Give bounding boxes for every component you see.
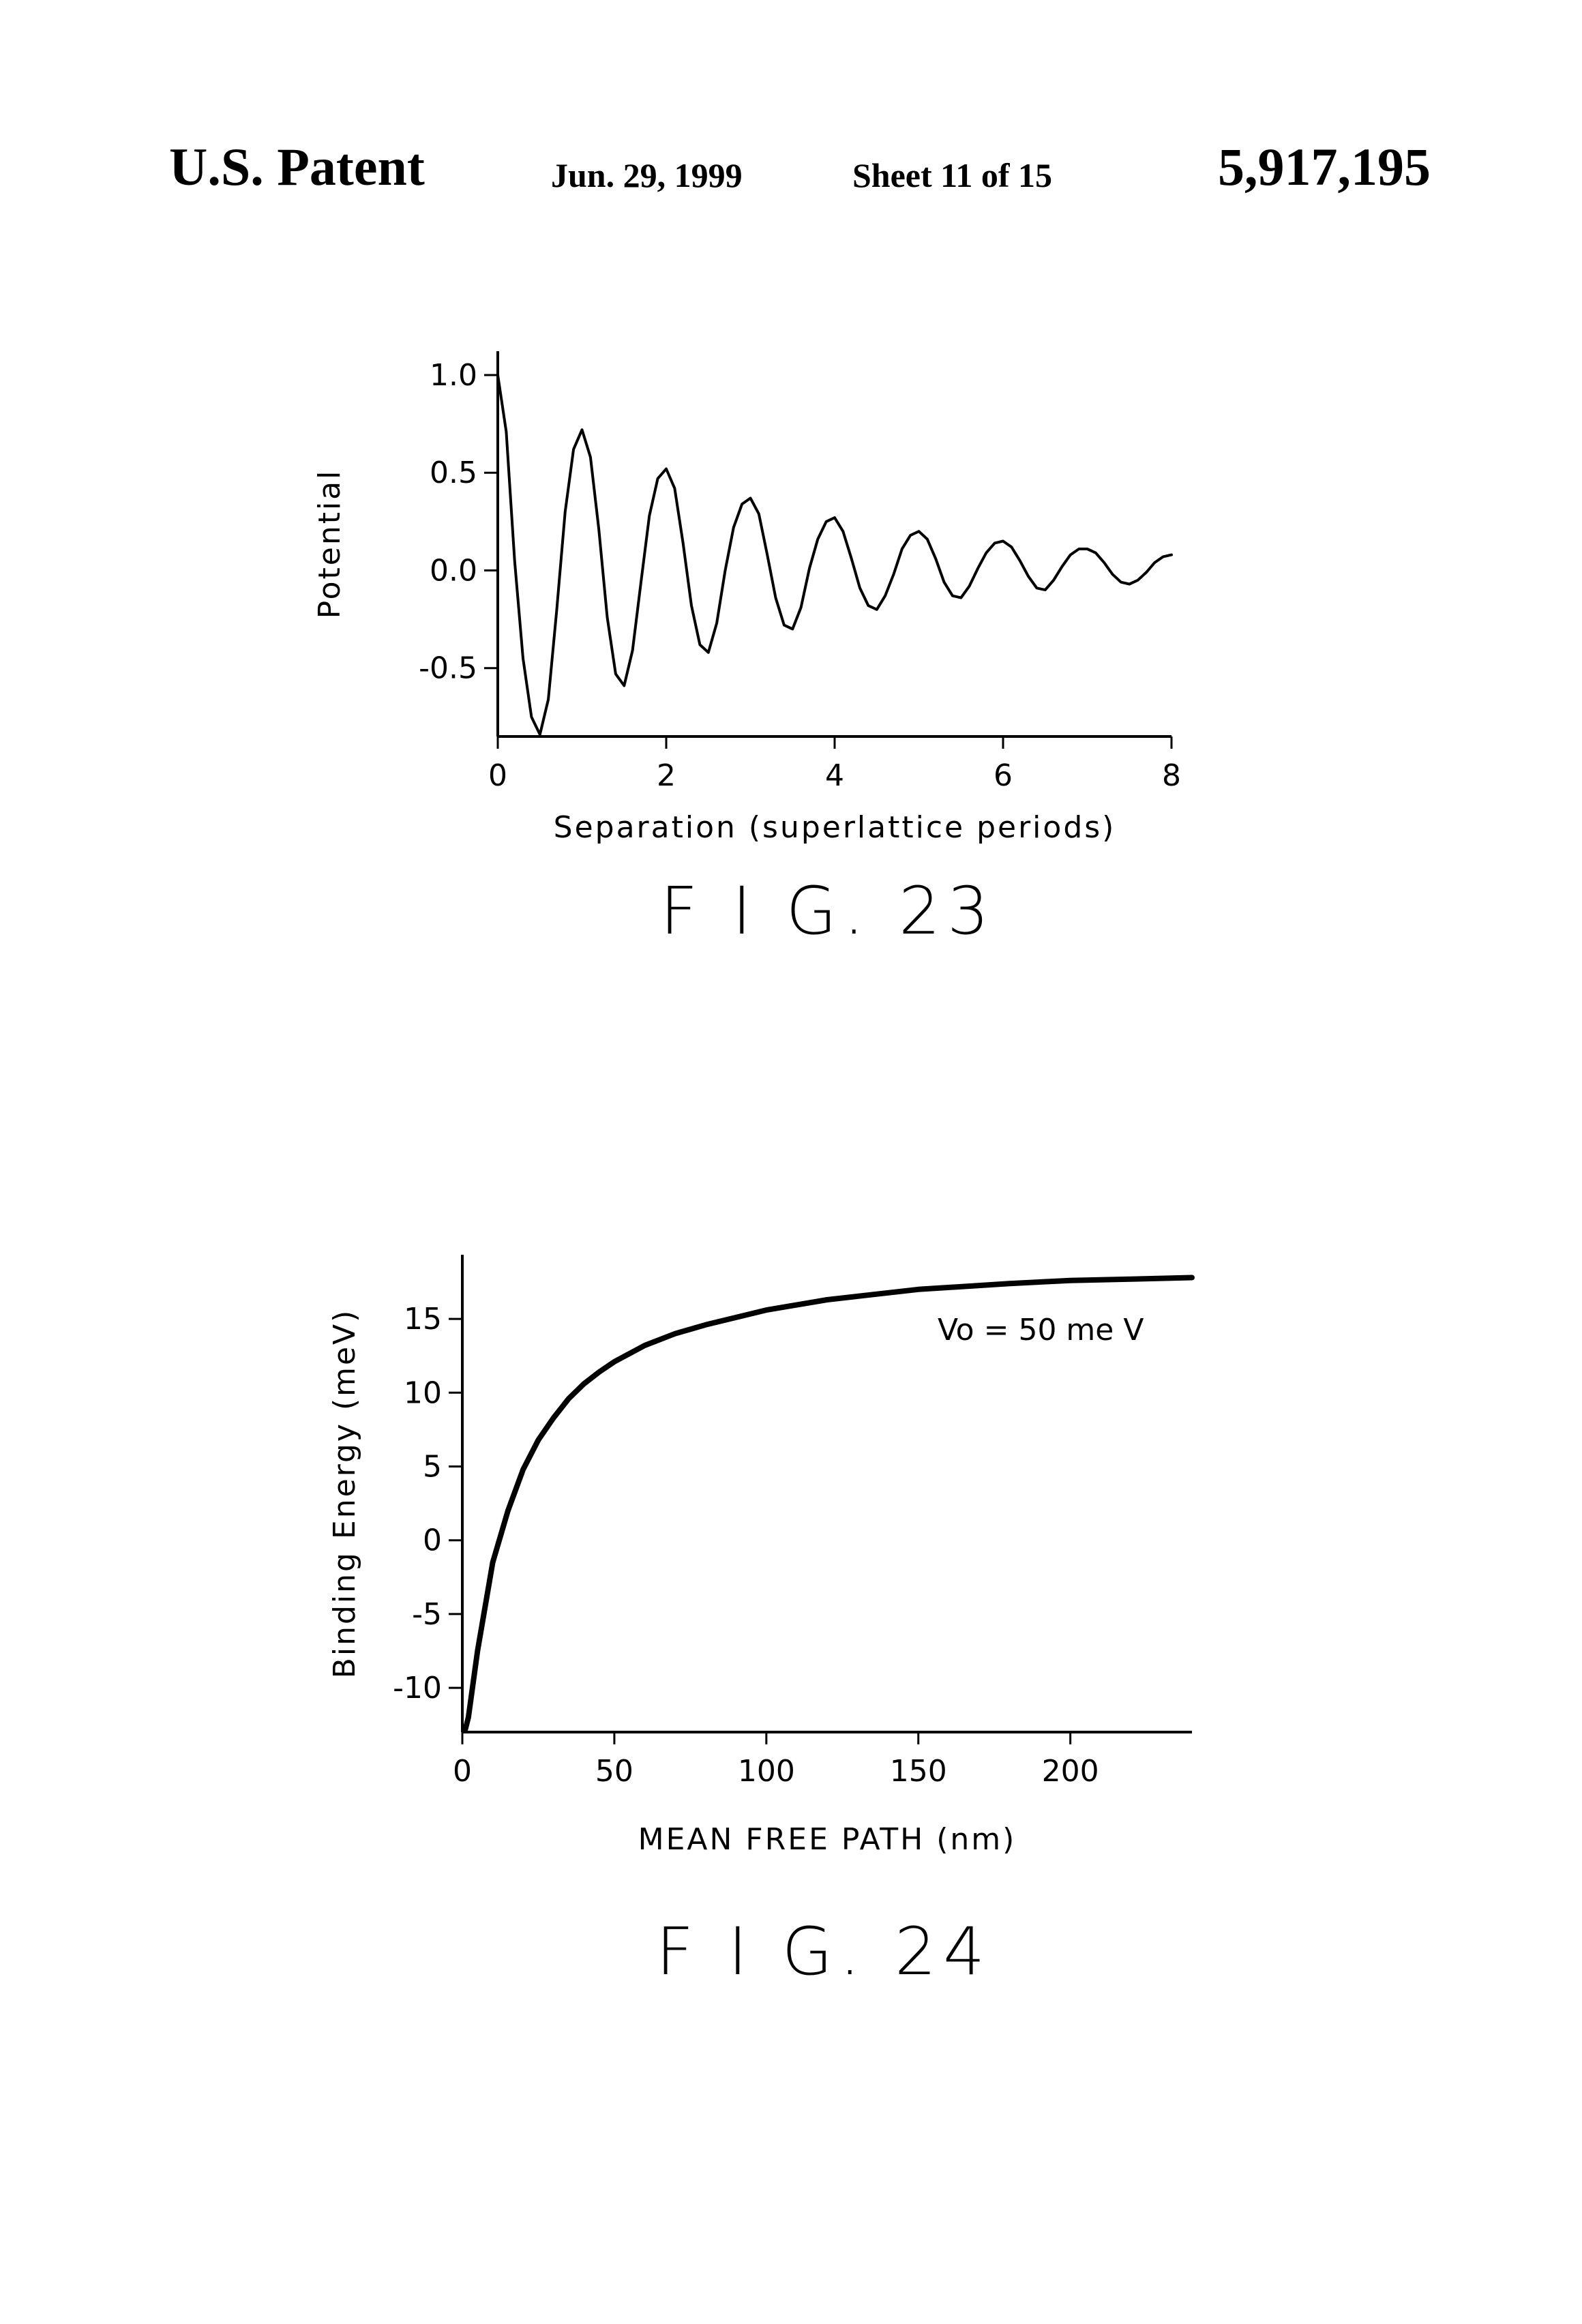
y-axis-label: Binding Energy (meV): [327, 1309, 362, 1679]
series-line: [498, 375, 1171, 734]
patent-number: 5,917,195: [1218, 136, 1431, 198]
x-tick-label: 2: [657, 758, 676, 793]
y-tick-label: -5: [412, 1597, 442, 1632]
y-tick-label: 0: [423, 1523, 442, 1558]
y-axis-label: Potential: [312, 469, 347, 619]
patent-date: Jun. 29, 1999: [551, 155, 743, 195]
y-tick-label: -10: [393, 1671, 442, 1705]
y-tick-label: 0.5: [430, 456, 477, 490]
y-tick-label: 0.0: [430, 553, 477, 588]
y-tick-label: -0.5: [419, 651, 477, 686]
x-tick-label: 4: [825, 758, 844, 793]
x-tick-label: 200: [1042, 1754, 1099, 1789]
x-tick-label: 50: [595, 1754, 633, 1789]
fig23-label: F I G. 23: [660, 873, 996, 949]
x-tick-label: 100: [738, 1754, 795, 1789]
fig24-chart: 050100150200151050-5-10MEAN FREE PATH (n…: [0, 1227, 1582, 2182]
x-tick-label: 8: [1162, 758, 1181, 793]
x-axis-label: MEAN FREE PATH (nm): [638, 1822, 1017, 1857]
x-tick-label: 6: [994, 758, 1013, 793]
x-tick-label: 0: [488, 758, 507, 793]
patent-header-title: U.S. Patent: [169, 136, 425, 198]
y-tick-label: 1.0: [430, 358, 477, 393]
x-axis-label: Separation (superlattice periods): [554, 810, 1116, 845]
fig24-label: F I G. 24: [656, 1913, 991, 1990]
x-tick-label: 0: [453, 1754, 472, 1789]
y-tick-label: 15: [404, 1302, 442, 1337]
chart-annotation: Vo = 50 me V: [938, 1313, 1144, 1347]
y-tick-label: 5: [423, 1449, 442, 1484]
y-tick-label: 10: [404, 1375, 442, 1410]
sheet-number: Sheet 11 of 15: [852, 155, 1052, 195]
x-tick-label: 150: [890, 1754, 947, 1789]
